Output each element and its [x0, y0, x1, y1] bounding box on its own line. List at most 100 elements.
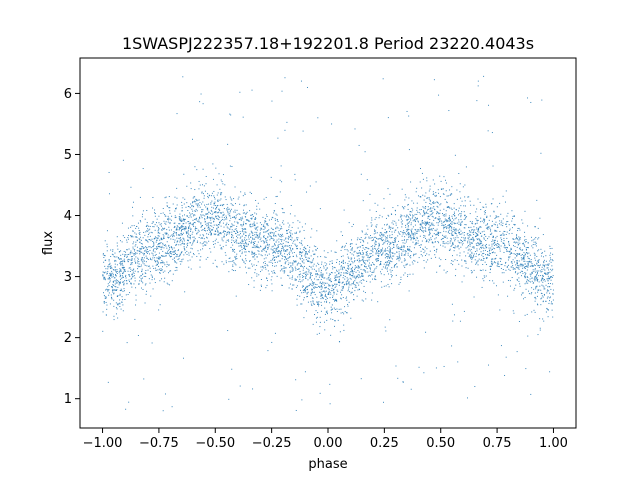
scatter-point: [264, 246, 266, 248]
scatter-point: [253, 246, 255, 248]
scatter-point: [309, 283, 311, 285]
scatter-point: [492, 280, 494, 282]
scatter-point: [169, 247, 171, 249]
scatter-point: [221, 237, 223, 239]
scatter-point: [445, 235, 447, 237]
scatter-point: [370, 235, 372, 237]
scatter-point: [105, 268, 107, 270]
scatter-point: [315, 321, 317, 323]
scatter-point: [180, 239, 182, 241]
scatter-point: [174, 260, 176, 262]
scatter-point: [187, 236, 189, 238]
scatter-point: [183, 219, 185, 221]
scatter-point: [428, 222, 430, 224]
scatter-point: [527, 279, 529, 281]
scatter-point: [393, 239, 395, 241]
scatter-point: [328, 289, 330, 291]
scatter-point: [221, 248, 223, 250]
scatter-point: [304, 255, 306, 257]
scatter-point: [329, 263, 331, 265]
scatter-point: [330, 309, 332, 311]
scatter-point: [402, 245, 404, 247]
scatter-point: [476, 276, 478, 278]
scatter-point: [133, 272, 135, 274]
scatter-point: [160, 248, 162, 250]
scatter-point: [121, 289, 123, 291]
scatter-point: [180, 220, 182, 222]
scatter-point: [470, 239, 472, 241]
scatter-point: [363, 256, 365, 258]
scatter-point: [181, 251, 183, 253]
scatter-point: [476, 216, 478, 218]
scatter-point: [298, 268, 300, 270]
scatter-point: [171, 253, 173, 255]
scatter-point: [409, 213, 411, 215]
scatter-point: [540, 292, 542, 294]
scatter-point: [168, 254, 170, 256]
scatter-point: [527, 264, 529, 266]
scatter-point: [351, 247, 353, 249]
scatter-point: [290, 204, 292, 206]
scatter-point: [460, 240, 462, 242]
scatter-point: [343, 209, 345, 211]
scatter-point: [181, 226, 183, 228]
scatter-point: [176, 253, 178, 255]
scatter-point: [266, 223, 268, 225]
scatter-point: [258, 250, 260, 252]
scatter-point: [399, 247, 401, 249]
scatter-point: [308, 249, 310, 251]
scatter-point: [319, 321, 321, 323]
scatter-point: [404, 250, 406, 252]
scatter-point: [380, 252, 382, 254]
scatter-point: [256, 275, 258, 277]
scatter-point: [162, 262, 164, 264]
scatter-point: [134, 260, 136, 262]
scatter-point: [464, 227, 466, 229]
scatter-point: [458, 210, 460, 212]
scatter-point: [339, 281, 341, 283]
scatter-point: [437, 202, 439, 204]
scatter-point: [211, 214, 213, 216]
scatter-point: [389, 234, 391, 236]
scatter-point: [534, 259, 536, 261]
scatter-point: [183, 173, 185, 175]
scatter-point: [451, 227, 453, 229]
scatter-point: [359, 260, 361, 262]
scatter-point: [520, 270, 522, 272]
scatter-point: [111, 286, 113, 288]
scatter-point: [434, 254, 436, 256]
scatter-point: [156, 248, 158, 250]
scatter-point: [280, 234, 282, 236]
scatter-point: [307, 273, 309, 275]
scatter-point: [434, 241, 436, 243]
scatter-point: [429, 208, 431, 210]
scatter-point: [266, 230, 268, 232]
scatter-point: [114, 289, 116, 291]
scatter-point: [277, 246, 279, 248]
scatter-point: [113, 319, 115, 321]
scatter-point: [212, 262, 214, 264]
scatter-point: [442, 242, 444, 244]
scatter-point: [196, 169, 198, 171]
scatter-point: [505, 246, 507, 248]
scatter-point: [392, 227, 394, 229]
scatter-point: [322, 273, 324, 275]
scatter-point: [390, 260, 392, 262]
scatter-point: [142, 282, 144, 284]
scatter-point: [210, 217, 212, 219]
scatter-point: [128, 274, 130, 276]
scatter-point: [184, 229, 186, 231]
scatter-point: [259, 233, 261, 235]
scatter-point: [127, 237, 129, 239]
scatter-point: [321, 276, 323, 278]
scatter-point: [214, 230, 216, 232]
scatter-point: [382, 239, 384, 241]
scatter-point: [270, 279, 272, 281]
scatter-point: [195, 210, 197, 212]
scatter-point: [357, 270, 359, 272]
scatter-point: [292, 248, 294, 250]
scatter-point: [361, 231, 363, 233]
scatter-point: [550, 268, 552, 270]
scatter-point: [434, 195, 436, 197]
scatter-point: [254, 212, 256, 214]
